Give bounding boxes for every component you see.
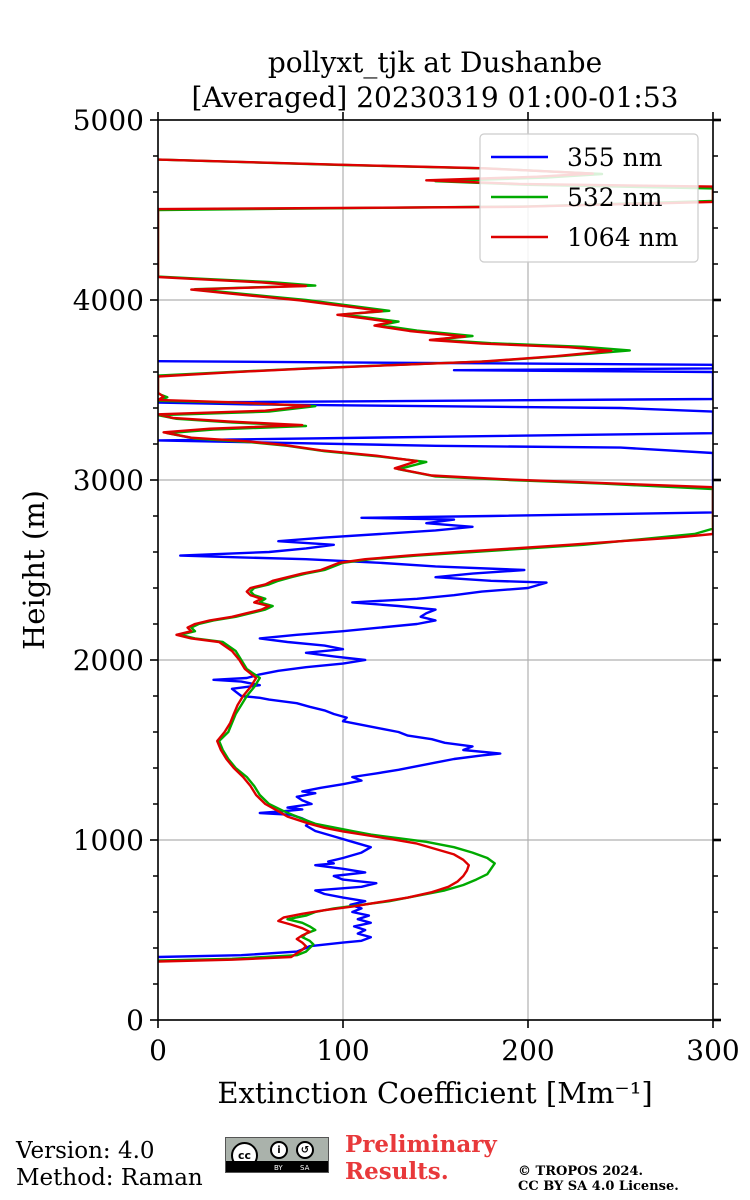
- x-tick-label: 0: [149, 1034, 167, 1067]
- method-text: Method: Raman: [16, 1165, 203, 1191]
- cc-sa-label: SA: [300, 1164, 310, 1172]
- chart-title-line1: pollyxt_tjk at Dushanbe: [268, 46, 602, 79]
- plot-frame: [157, 119, 714, 1021]
- y-axis-label: Height (m): [17, 490, 51, 650]
- legend-entry: 355 nm: [567, 143, 663, 172]
- copyright-line2: CC BY SA 4.0 License.: [518, 1179, 679, 1194]
- y-tick-label: 2000: [73, 644, 144, 677]
- cc-by-label: BY: [274, 1164, 283, 1172]
- cc-logo-text: cc: [237, 1149, 252, 1162]
- y-tick-label: 0: [126, 1004, 144, 1037]
- x-tick-label: 200: [501, 1034, 554, 1067]
- extinction-chart: pollyxt_tjk at Dushanbe [Averaged] 20230…: [17, 46, 740, 1110]
- share-alike-icon: ↺: [296, 1141, 314, 1159]
- y-tick-label: 4000: [73, 284, 144, 317]
- footer-info: Version: 4.0 Method: Raman: [16, 1138, 203, 1192]
- preliminary-line2: Results.: [345, 1158, 449, 1185]
- legend: 355 nm 532 nm 1064 nm: [479, 133, 699, 263]
- preliminary-line1: Preliminary: [345, 1131, 497, 1158]
- x-axis-ticks: 0 100 200 300: [149, 112, 740, 1067]
- copyright-notice: © TROPOS 2024. CC BY SA 4.0 License.: [518, 1164, 679, 1194]
- y-tick-label: 5000: [73, 104, 144, 137]
- version-text: Version: 4.0: [16, 1138, 155, 1164]
- chart-title-line2: [Averaged] 20230319 01:00-01:53: [192, 81, 679, 114]
- minor-ticks: [153, 155, 718, 985]
- by-attribution-icon: i: [270, 1141, 288, 1159]
- y-axis-ticks: 0 1000 2000 3000 4000 5000: [73, 104, 721, 1037]
- series-line-355-nm: [158, 360, 713, 959]
- cc-badge-bar: BY SA: [226, 1161, 328, 1172]
- series-line-1064-nm: [158, 158, 713, 963]
- y-tick-label: 1000: [73, 824, 144, 857]
- y-tick-label: 3000: [73, 464, 144, 497]
- preliminary-notice: Preliminary Results.: [345, 1131, 497, 1185]
- x-tick-label: 100: [316, 1034, 369, 1067]
- cc-license-badge: cc i ↺ BY SA: [225, 1137, 329, 1173]
- x-tick-label: 300: [686, 1034, 739, 1067]
- legend-entry: 532 nm: [567, 183, 663, 212]
- legend-entry: 1064 nm: [567, 223, 679, 252]
- copyright-line1: © TROPOS 2024.: [518, 1164, 644, 1179]
- x-axis-label: Extinction Coefficient [Mm⁻¹]: [217, 1076, 652, 1110]
- legend-box: [479, 133, 699, 263]
- series-layer: [158, 158, 713, 963]
